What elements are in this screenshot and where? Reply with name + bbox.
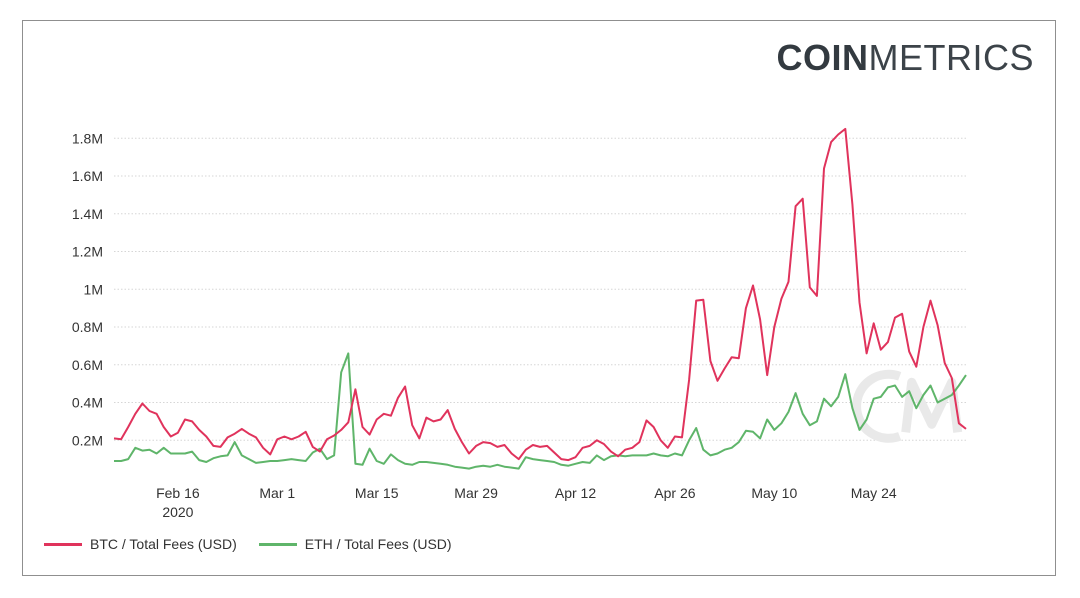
- y-tick-label: 1.2M: [72, 244, 103, 260]
- x-tick-label: Mar 1: [259, 485, 295, 501]
- cm-watermark-icon: [852, 369, 963, 443]
- series-lines: [113, 127, 967, 470]
- legend-swatch-btc: [44, 542, 82, 546]
- series-line-btc[interactable]: [113, 127, 967, 462]
- y-tick-label: 1.8M: [72, 130, 103, 146]
- x-axis-ticks: Feb 16 2020 Mar 1 Mar 15 Mar 29 Apr 12 Apr 26 M…: [156, 485, 897, 520]
- x-tick-label: Mar 15: [355, 485, 399, 501]
- y-axis-ticks: 0.2M 0.4M 0.6M 0.8M 1M 1.2M 1.4M 1.6M 1.8M: [72, 130, 103, 448]
- y-tick-label: 1M: [84, 281, 103, 297]
- y-tick-label: 0.6M: [72, 357, 103, 373]
- watermark-c-shape: [852, 369, 902, 443]
- x-tick-label: Apr 12: [555, 485, 596, 501]
- legend: BTC / Total Fees (USD) ETH / Total Fees …: [44, 536, 452, 552]
- x-tick-label: Feb 16: [156, 485, 200, 501]
- chart-frame: [22, 20, 1056, 576]
- legend-item-eth[interactable]: ETH / Total Fees (USD): [258, 536, 452, 552]
- x-tick-label: May 24: [851, 485, 897, 501]
- logo-bold-text: COIN: [776, 37, 869, 78]
- y-tick-label: 0.4M: [72, 395, 103, 411]
- logo-thin-text: METRICS: [868, 37, 1034, 78]
- legend-swatch-eth: [258, 542, 297, 546]
- y-tick-label: 0.8M: [72, 319, 103, 335]
- x-tick-label: Mar 29: [454, 485, 498, 501]
- x-tick-sublabel: 2020: [162, 504, 193, 520]
- y-tick-label: 1.6M: [72, 168, 103, 184]
- legend-label-btc: BTC / Total Fees (USD): [90, 536, 237, 552]
- legend-item-btc[interactable]: BTC / Total Fees (USD): [44, 536, 237, 552]
- legend-label-eth: ETH / Total Fees (USD): [304, 536, 452, 552]
- x-tick-label: May 10: [751, 485, 797, 501]
- x-tick-label: Apr 26: [654, 485, 695, 501]
- y-tick-label: 0.2M: [72, 432, 103, 448]
- series-line-eth[interactable]: [114, 352, 967, 470]
- y-tick-label: 1.4M: [72, 206, 103, 222]
- coinmetrics-logo: COINMETRICS: [777, 40, 1035, 76]
- watermark-m-shape: [901, 377, 963, 433]
